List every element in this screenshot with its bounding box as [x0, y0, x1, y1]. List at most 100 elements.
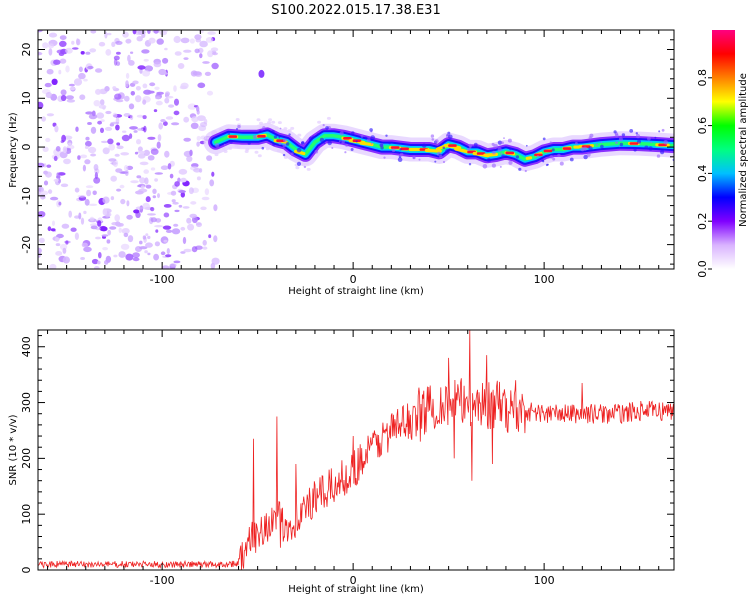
noise-speckle — [71, 40, 75, 45]
ridge-halo — [227, 132, 231, 135]
noise-speckle — [80, 257, 85, 260]
noise-speckle — [186, 217, 192, 224]
spectrogram-ylabel: Frequency (Hz) — [8, 112, 19, 188]
noise-speckle — [165, 95, 174, 99]
noise-speckle — [113, 159, 119, 168]
ridge-halo — [658, 130, 661, 133]
faint-speckle — [295, 166, 300, 170]
noise-speckle — [45, 137, 51, 143]
ridge-halo — [282, 153, 286, 157]
noise-speckle — [96, 112, 105, 119]
noise-speckle — [190, 122, 199, 129]
noise-speckle — [44, 82, 52, 88]
noise-speckle — [99, 88, 108, 95]
noise-speckle — [178, 168, 188, 175]
noise-speckle — [156, 141, 161, 149]
ridge-halo — [497, 140, 502, 145]
ridge-halo — [383, 156, 386, 159]
noise-speckle — [213, 204, 218, 212]
noise-speckle — [65, 47, 73, 54]
faint-speckle — [256, 118, 261, 122]
noise-speckle — [46, 68, 54, 75]
noise-speckle — [152, 188, 157, 194]
noise-speckle — [117, 222, 122, 228]
noise-speckle — [169, 263, 177, 267]
faint-speckle — [257, 154, 262, 158]
noise-speckle — [202, 61, 210, 64]
noise-speckle — [83, 210, 87, 215]
ridge-halo — [278, 141, 282, 145]
noise-speckle — [128, 60, 135, 66]
noise-speckle — [160, 165, 169, 170]
noise-speckle — [63, 158, 71, 165]
noise-speckle — [120, 152, 130, 156]
faint-speckle — [277, 121, 282, 125]
noise-speckle — [180, 251, 186, 254]
noise-speckle — [111, 222, 119, 226]
noise-speckle — [187, 103, 197, 110]
noise-speckle — [106, 239, 111, 244]
faint-speckle — [326, 116, 331, 120]
noise-speckle — [135, 86, 141, 91]
noise-speckle — [207, 50, 214, 58]
ridge-halo — [229, 139, 233, 144]
noise-speckle — [133, 209, 140, 214]
noise-speckle — [122, 130, 127, 133]
noise-speckle — [162, 225, 172, 230]
noise-speckle — [42, 42, 49, 49]
noise-speckle — [61, 223, 70, 229]
ridge-halo — [262, 126, 266, 130]
ridge-halo — [434, 160, 437, 163]
ridge-halo — [600, 144, 604, 149]
ridge-halo — [469, 146, 472, 149]
noise-speckle — [145, 242, 153, 248]
noise-speckle — [138, 188, 148, 193]
snr-ytick-label: 0 — [20, 567, 33, 574]
ridge-halo — [486, 157, 492, 163]
noise-speckle — [55, 243, 61, 247]
noise-speckle — [55, 251, 63, 256]
noise-speckle — [46, 113, 55, 117]
noise-speckle — [45, 92, 53, 99]
noise-speckle — [115, 124, 120, 131]
ridge-halo — [621, 133, 626, 137]
noise-speckle — [50, 228, 56, 232]
ridge-halo — [288, 133, 291, 136]
noise-speckle — [147, 136, 156, 140]
ridge-halo — [319, 137, 325, 143]
noise-speckle — [112, 112, 118, 118]
faint-speckle — [268, 118, 273, 122]
noise-speckle — [145, 184, 152, 189]
noise-speckle — [143, 125, 147, 133]
ridge-halo — [635, 132, 638, 135]
noise-speckle — [52, 220, 55, 226]
spectrogram-ytick-label: 0 — [20, 144, 33, 151]
ridge-halo — [327, 140, 332, 146]
ridge-halo — [303, 165, 307, 169]
ridge-halo — [648, 146, 653, 151]
noise-speckle — [115, 99, 124, 103]
noise-speckle — [100, 119, 105, 122]
noise-speckle — [80, 217, 85, 225]
noise-speckle — [108, 158, 117, 162]
noise-speckle — [66, 99, 76, 103]
colorbar-tick-label: 0.0 — [696, 260, 709, 278]
ridge-halo — [422, 143, 427, 148]
ridge-halo — [654, 136, 657, 139]
ridge-halo — [322, 124, 325, 127]
noise-speckle — [46, 164, 52, 168]
ridge-halo — [247, 141, 251, 145]
ridge-halo — [285, 142, 290, 146]
noise-speckle — [112, 86, 117, 90]
spectrogram-xlabel: Height of straight line (km) — [288, 286, 424, 297]
noise-speckle — [142, 202, 150, 210]
noise-speckle — [43, 180, 49, 186]
noise-speckle — [158, 68, 167, 76]
ridge-halo — [223, 143, 226, 146]
noise-speckle — [159, 30, 167, 36]
ridge-halo — [397, 157, 403, 162]
ridge-halo — [600, 141, 603, 144]
noise-speckle — [54, 237, 60, 242]
figure-title: S100.2022.015.17.38.E31 — [271, 3, 440, 18]
noise-speckle — [153, 109, 158, 113]
